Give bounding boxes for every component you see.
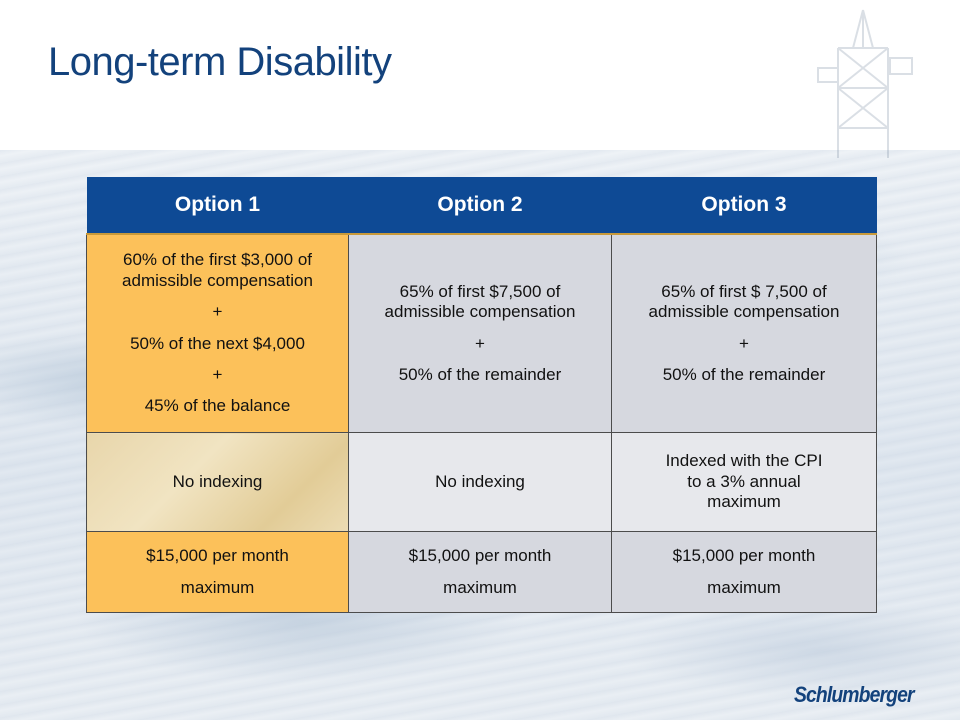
cell-line: Indexed with the CPI (665, 451, 823, 471)
cell-option-1-maximum: $15,000 per month maximum (86, 531, 349, 613)
cell-line: to a 3% annual (687, 471, 801, 491)
cell-line: No indexing (435, 471, 525, 491)
cell-line: No indexing (172, 471, 263, 491)
cell-line: $15,000 per month (146, 546, 289, 566)
cell-line: maximum (707, 577, 781, 597)
options-table: Option 1 Option 2 Option 3 60% of the fi… (86, 177, 877, 613)
cell-option-3-formula: 65% of first $ 7,500 of admissible compe… (611, 233, 877, 433)
cell-line: + (475, 333, 485, 353)
cell-line: $15,000 per month (672, 546, 816, 566)
table-row-maximum: $15,000 per month maximum $15,000 per mo… (86, 531, 877, 613)
schlumberger-logo: Schlumberger (794, 682, 915, 707)
header-option-2: Option 2 (348, 177, 612, 235)
cell-line: + (739, 333, 749, 353)
cell-line: + (212, 302, 223, 322)
cell-line: 60% of the first $3,000 of (122, 250, 312, 270)
cell-option-1-formula: 60% of the first $3,000 of admissible co… (86, 233, 349, 433)
table-header-row: Option 1 Option 2 Option 3 (86, 177, 877, 235)
cell-option-2-maximum: $15,000 per month maximum (348, 531, 612, 613)
cell-option-3-indexing: Indexed with the CPI to a 3% annual maxi… (611, 432, 877, 532)
cell-line: 50% of the remainder (398, 364, 562, 384)
slide-title: Long-term Disability (48, 40, 392, 84)
header-option-1: Option 1 (86, 177, 349, 235)
cell-line: maximum (180, 577, 255, 597)
cell-line: 65% of first $ 7,500 of (661, 281, 827, 301)
table-row-indexing: No indexing No indexing Indexed with the… (86, 432, 877, 532)
cell-line: $15,000 per month (408, 546, 552, 566)
cell-line: 50% of the remainder (662, 364, 826, 384)
cell-line: 65% of first $7,500 of (399, 281, 561, 301)
cell-line: admissible compensation (648, 302, 840, 322)
table-row-benefit-formula: 60% of the first $3,000 of admissible co… (86, 233, 877, 433)
cell-option-3-maximum: $15,000 per month maximum (611, 531, 877, 613)
cell-line: + (212, 364, 223, 384)
oil-rig-watermark-icon (817, 9, 913, 158)
cell-line: admissible compensation (384, 302, 576, 322)
cell-line: 50% of the next $4,000 (130, 333, 305, 353)
cell-line: admissible compensation (122, 270, 313, 290)
header-option-3: Option 3 (611, 177, 877, 235)
cell-option-2-formula: 65% of first $7,500 of admissible compen… (348, 233, 612, 433)
cell-option-2-indexing: No indexing (348, 432, 612, 532)
cell-option-1-indexing: No indexing (86, 432, 349, 532)
cell-line: maximum (707, 492, 781, 512)
cell-line: 45% of the balance (144, 396, 291, 416)
cell-line: maximum (443, 577, 517, 597)
